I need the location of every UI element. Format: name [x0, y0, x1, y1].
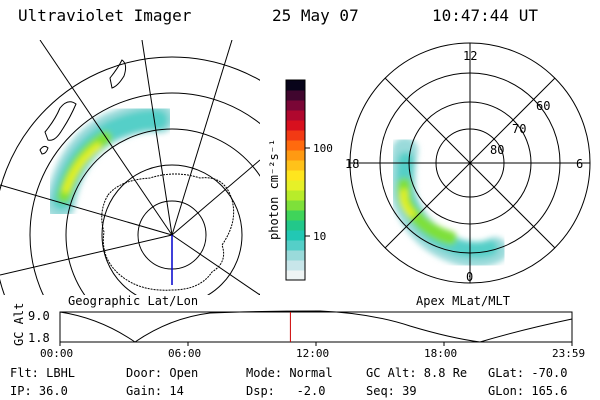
colorbar-cell — [286, 250, 305, 261]
time-tick-1800: 18:00 — [424, 347, 458, 360]
date-label: 25 May 07 — [272, 6, 359, 25]
instrument-title: Ultraviolet Imager — [18, 6, 192, 25]
colorbar-cell — [286, 160, 305, 171]
dsp-status: Dsp: -2.0 — [246, 384, 326, 398]
mlat-label-70: 70 — [512, 122, 526, 136]
colorbar-cell — [286, 100, 305, 111]
seq-status: Seq: 39 — [366, 384, 417, 398]
colorbar-cell — [286, 140, 305, 151]
altitude-tick-low: 1.8 — [28, 331, 50, 345]
colorbar-cell — [286, 200, 305, 211]
colorbar-tick-100: 100 — [313, 142, 333, 155]
gain-status: Gain: 14 — [126, 384, 184, 398]
mlt-label-18: 18 — [345, 157, 359, 171]
colorbar-cell — [286, 80, 305, 91]
mlt-label-12: 12 — [463, 49, 477, 63]
colorbar-cell — [286, 260, 305, 271]
colorbar-cell — [286, 150, 305, 161]
colorbar-cell — [286, 180, 305, 191]
colorbar-cell — [286, 270, 305, 281]
mlat-label-60: 60 — [536, 99, 550, 113]
colorbar-cell — [286, 190, 305, 201]
colorbar-cell — [286, 170, 305, 181]
time-tick-0600: 06:00 — [168, 347, 202, 360]
filter-status: Flt: LBHL — [10, 366, 76, 380]
time-label: 10:47:44 UT — [432, 6, 538, 25]
geographic-map-label: Geographic Lat/Lon — [68, 294, 198, 308]
glat-status: GLat: -70.0 — [488, 366, 568, 380]
colorbar-label: photon cm⁻²s⁻¹ — [267, 139, 281, 240]
door-status: Door: Open — [126, 366, 199, 380]
mlt-label-0: 0 — [466, 270, 473, 284]
altitude-axis-label: GC Alt — [12, 303, 26, 346]
colorbar-cell — [286, 210, 305, 221]
time-tick-2359: 23:59 — [552, 347, 586, 360]
glon-status: GLon: 165.6 — [488, 384, 568, 398]
colorbar-cell — [286, 230, 305, 241]
time-tick-1200: 12:00 — [296, 347, 330, 360]
colorbar-cell — [286, 130, 305, 141]
mlt-label-6: 6 — [576, 157, 583, 171]
ip-status: IP: 36.0 — [10, 384, 68, 398]
magnetic-map-label: Apex MLat/MLT — [416, 294, 510, 308]
colorbar-cell — [286, 220, 305, 231]
mlat-label-80: 80 — [490, 143, 504, 157]
colorbar-tick-10: 10 — [313, 230, 326, 243]
magnetic-polar-map: 12 18 6 0 60 70 80 — [345, 42, 591, 284]
gc-alt-status: GC Alt: 8.8 Re — [366, 366, 468, 380]
time-tick-0000: 00:00 — [40, 347, 74, 360]
colorbar-cell — [286, 110, 305, 121]
altitude-plot: GC Alt 9.0 1.8 — [12, 303, 573, 346]
colorbar-cell — [286, 90, 305, 101]
colorbar-cell — [286, 240, 305, 251]
altitude-tick-high: 9.0 — [28, 309, 50, 323]
geographic-map — [0, 40, 260, 295]
colorbar-cell — [286, 120, 305, 131]
mode-status: Mode: Normal — [246, 366, 333, 380]
colorbar: 100 10 photon cm⁻²s⁻¹ — [267, 79, 333, 281]
